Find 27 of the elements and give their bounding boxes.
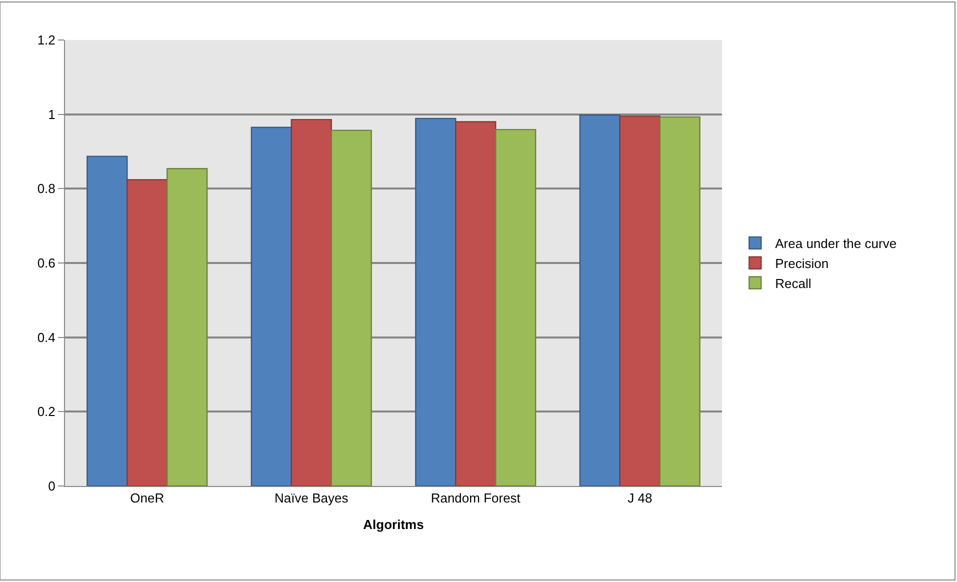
- x-tick-label: Naïve Bayes: [274, 490, 349, 506]
- bar: [330, 130, 372, 486]
- x-tick-label: OneR: [130, 490, 164, 506]
- bar: [290, 118, 332, 486]
- x-tick-label: J 48: [628, 490, 652, 506]
- bar: [659, 116, 700, 486]
- bar: [415, 118, 456, 486]
- y-tick-label: 0.8: [37, 181, 56, 196]
- y-tick-label: 1: [48, 106, 56, 122]
- y-tick-label: 0.6: [37, 256, 56, 271]
- bar: [166, 168, 208, 486]
- y-tick-label: 0.4: [37, 330, 56, 345]
- bar: [455, 121, 496, 486]
- x-axis-title: Algoritms: [363, 517, 424, 532]
- y-tick-label: 0.2: [37, 404, 56, 420]
- y-tick-label: 0: [48, 478, 56, 494]
- legend-label: Area under the curve: [775, 236, 897, 252]
- bar: [250, 126, 292, 486]
- legend-label: Recall: [775, 276, 812, 291]
- legend-label: Precision: [775, 256, 829, 271]
- bar: [579, 114, 620, 486]
- x-tick-label: Random Forest: [430, 490, 521, 506]
- bar: [126, 179, 168, 486]
- bar: [86, 156, 128, 486]
- y-tick-label: 1.2: [37, 32, 56, 48]
- bar: [619, 116, 660, 486]
- bar: [495, 128, 536, 486]
